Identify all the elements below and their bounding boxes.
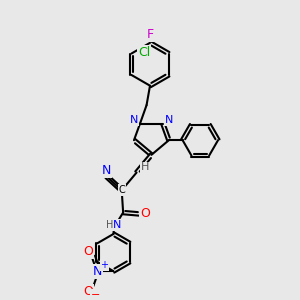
Text: C: C [118, 185, 125, 195]
Text: Cl: Cl [138, 46, 150, 59]
Text: N: N [92, 265, 102, 278]
Text: H: H [141, 162, 149, 172]
Text: F: F [146, 28, 154, 41]
Text: N: N [102, 164, 111, 177]
Text: N: N [130, 115, 138, 125]
Text: O: O [83, 244, 93, 258]
Text: −: − [91, 290, 100, 300]
Text: N: N [113, 220, 121, 230]
Text: H: H [106, 220, 113, 230]
Text: N: N [165, 115, 173, 125]
Text: O: O [140, 208, 150, 220]
Text: +: + [100, 260, 108, 270]
Text: O: O [83, 285, 93, 298]
